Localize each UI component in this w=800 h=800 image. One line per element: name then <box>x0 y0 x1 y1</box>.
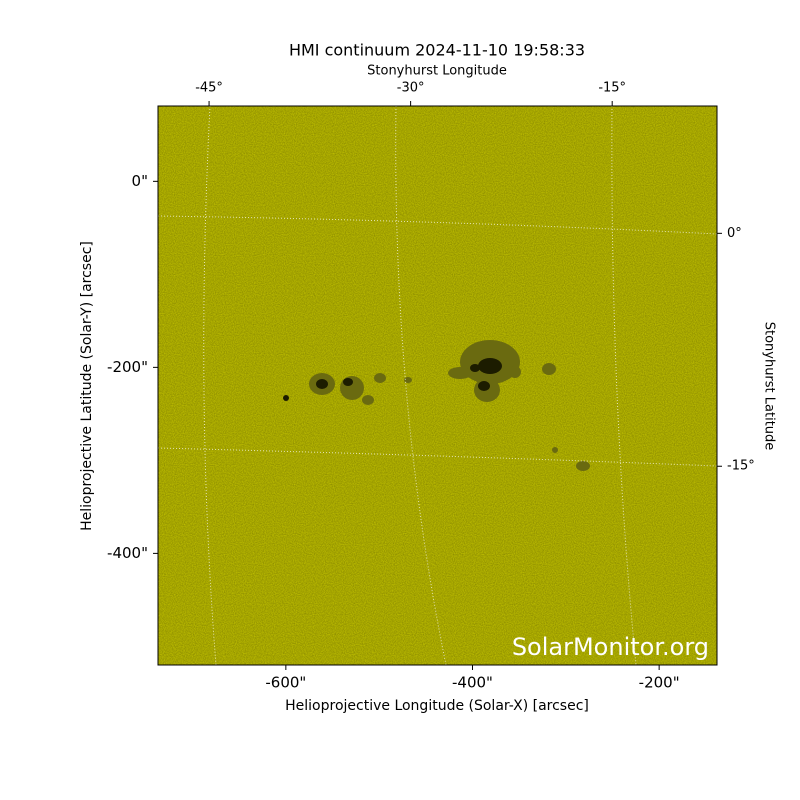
x2-tick-label: -30° <box>397 81 425 96</box>
y-tick-label: 0" <box>132 172 148 190</box>
y2-tick-label: -15° <box>727 459 755 474</box>
sunspots <box>158 106 717 665</box>
x-axis-label: Helioprojective Longitude (Solar-X) [arc… <box>285 698 589 714</box>
x-tick-label: -600" <box>265 674 306 692</box>
x2-tick-label: -15° <box>598 81 626 96</box>
watermark: SolarMonitor.org <box>512 633 709 661</box>
x2-axis-label: Stonyhurst Longitude <box>367 64 507 79</box>
x-tick-label: -200" <box>639 674 680 692</box>
y-tick-label: -400" <box>107 544 148 562</box>
x2-tick-label: -45° <box>195 81 223 96</box>
x-tick-label: -400" <box>452 674 493 692</box>
y-tick-label: -200" <box>107 358 148 376</box>
axes-frame <box>157 105 718 666</box>
image-texture <box>158 106 717 665</box>
y-axis-label: Helioprojective Latitude (Solar-Y) [arcs… <box>79 241 95 531</box>
y2-tick-label: 0° <box>727 226 742 241</box>
y2-axis-label: Stonyhurst Latitude <box>762 322 777 451</box>
chart-title: HMI continuum 2024-11-10 19:58:33 <box>289 41 585 60</box>
